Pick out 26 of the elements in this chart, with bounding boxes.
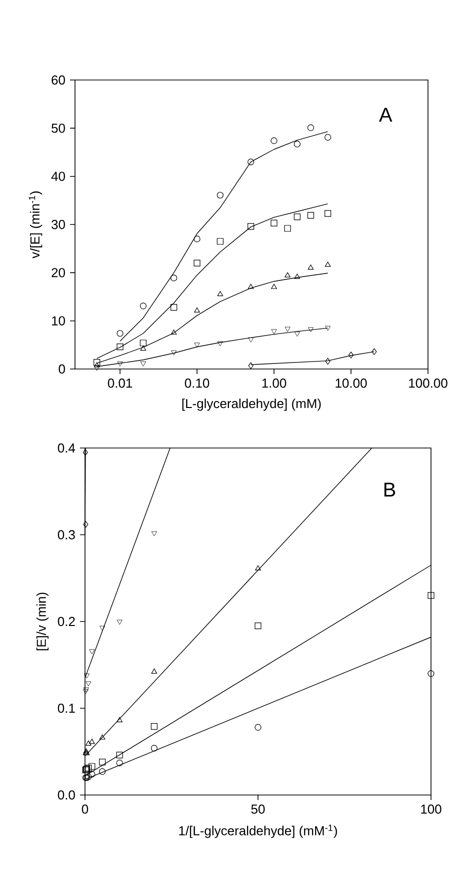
y-tick-label: 10	[52, 316, 65, 326]
y-tick-label: 0.1	[58, 704, 75, 713]
x-tick-label: 100	[421, 804, 442, 814]
y-tick-label: 0	[58, 364, 65, 374]
annotation: B	[384, 482, 396, 497]
y-tick-label: 40	[51, 172, 65, 181]
x-axis-title: 1/[L-glyceraldehyde] (mM$^{-1}$)	[179, 824, 337, 838]
y-tick-label: 60	[52, 75, 65, 85]
x-tick-label: 0	[82, 804, 88, 814]
y-axis-title: [E]/v (min)	[36, 592, 49, 650]
y-tick-label: 50	[52, 124, 65, 133]
y-tick-label: 30	[52, 220, 65, 230]
y-tick-label: 0.2	[58, 616, 75, 626]
x-tick-label: 0.10	[184, 378, 210, 388]
x-tick-label: 1.00	[262, 378, 286, 388]
y-axis-title: v/[E] (min$^{-1}$)	[28, 191, 42, 258]
x-axis-title: [L-glyceraldehyde] (mM)	[182, 398, 321, 411]
annotation: A	[378, 108, 392, 122]
y-tick-label: 0.3	[58, 530, 75, 540]
x-tick-label: 10.00	[336, 378, 367, 388]
x-tick-label: 100.00	[409, 378, 448, 388]
x-tick-label: 50	[251, 804, 265, 814]
y-tick-label: 20	[52, 268, 65, 278]
x-tick-label: 0.01	[108, 378, 132, 388]
y-tick-label: 0.4	[58, 443, 76, 453]
y-tick-label: 0.0	[58, 790, 75, 800]
